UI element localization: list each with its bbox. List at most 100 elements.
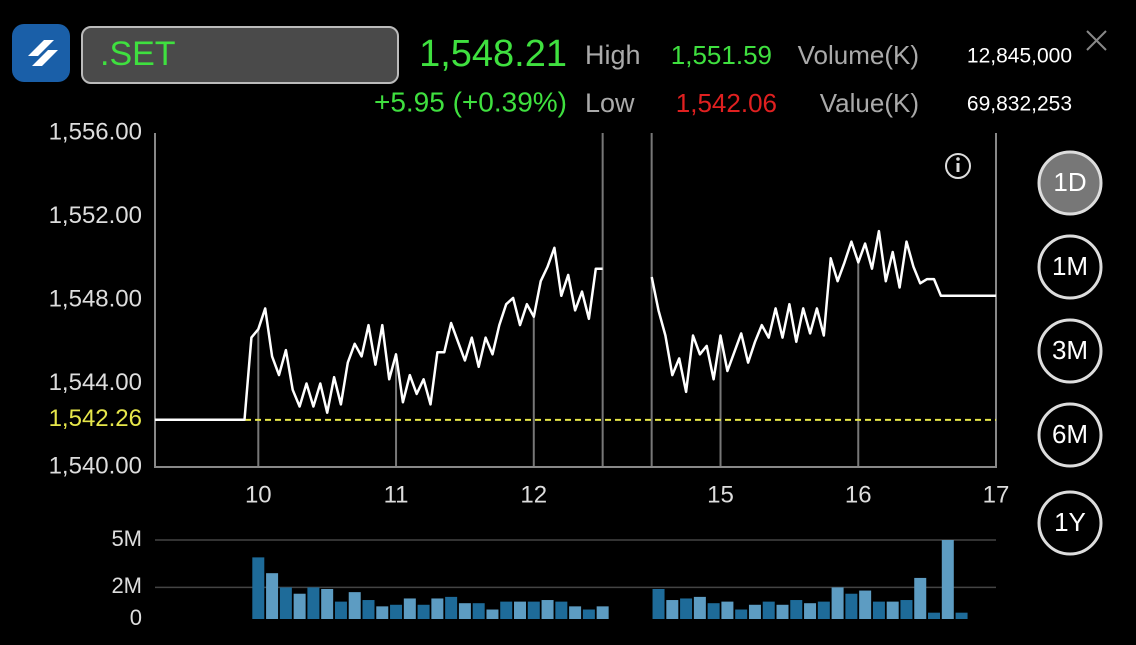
value-value: 69,832,253 [967,93,1072,116]
axis-frame [154,133,997,468]
volume-bar [431,598,444,619]
period-buttons: 1D 1M 3M 6M 1Y [1037,150,1103,556]
period-circle [1037,150,1103,216]
period-button[interactable]: 1M [1037,234,1103,300]
volume-bar [266,573,279,619]
volume-bar [666,600,679,619]
period-button[interactable]: 1D [1037,150,1103,216]
x-tick-label: 17 [983,481,1010,508]
period-circle [1037,318,1103,384]
volume-bar [845,593,858,619]
info-dot [956,157,960,161]
x-tick-label: 15 [707,481,734,508]
volume-tick-label: 5M [111,526,142,551]
volume-bar [707,603,720,619]
volume-bar [859,590,872,619]
logo-mark [28,40,58,66]
volume-bar [390,604,403,619]
volume-bar [886,601,899,619]
volume-tick-label: 2M [111,573,142,598]
period-label: 1D [1053,167,1086,197]
high-label: High [585,40,641,70]
volume-bar [514,601,527,619]
period-button[interactable]: 1Y [1037,490,1103,556]
volume-bar [334,601,347,619]
volume-bar [458,603,471,619]
volume-bar [417,604,430,619]
volume-tick-label: 0 [130,605,142,630]
volume-bar [569,606,582,619]
price-line [155,229,996,422]
volume-bar [721,601,734,619]
volume-bar [831,587,844,619]
x-tick-label: 10 [245,481,272,508]
volume-bar [762,601,775,619]
volume-bar [321,588,334,619]
volume-bar [486,609,499,619]
period-button[interactable]: 3M [1037,318,1103,384]
volume-bar [928,612,941,619]
x-tick-label: 12 [520,481,547,508]
close-button[interactable] [1086,30,1107,51]
volume-bar [900,600,913,619]
volume-bar [955,612,968,619]
volume-bar [596,606,609,619]
info-stem [956,163,960,172]
volume-bar [872,601,885,619]
volume-bar [472,603,485,619]
symbol: .SET [100,35,176,73]
volume-bar [279,587,292,619]
period-circle [1037,234,1103,300]
volume-bar [680,598,693,619]
volume-bar [776,604,789,619]
volume-bar [582,609,595,619]
last-price: 1,548.21 [419,33,567,75]
volume-bar [541,600,554,619]
info-circle [945,153,971,179]
y-tick-label: 1,540.00 [49,452,142,479]
volume-bar [652,588,665,619]
volume-bar [307,587,320,619]
search-box[interactable] [81,26,399,84]
period-label: 1Y [1054,507,1086,537]
y-tick-label: 1,548.00 [49,285,142,312]
period-label: 3M [1052,335,1088,365]
volume-bar [293,593,306,619]
volume-bar [348,592,361,619]
volume-bar [941,540,954,619]
volume-bar [403,598,416,619]
price-change: +5.95 (+0.39%) [374,86,567,117]
low-label: Low [585,88,635,118]
period-label: 1M [1052,251,1088,281]
period-label: 6M [1052,419,1088,449]
low-value: 1,542.06 [676,88,777,118]
volume-bar [500,601,513,619]
period-circle [1037,402,1103,468]
volume-bar [445,596,458,619]
period-button[interactable]: 6M [1037,402,1103,468]
volume-bar [817,601,830,619]
y-tick-label: 1,552.00 [49,202,142,229]
value-label: Value(K) [820,88,919,118]
volume-bar [527,601,540,619]
info-button[interactable] [945,153,971,179]
volume-bar [376,606,389,619]
high-value: 1,551.59 [671,40,772,70]
y-tick-label: 1,556.00 [49,118,142,145]
volume-bar [362,600,375,619]
x-tick-label: 16 [845,481,872,508]
volume-bar [252,557,265,619]
volume-bar [693,596,706,619]
period-circle [1037,490,1103,556]
volume-bar [790,600,803,619]
volume-label: Volume(K) [798,40,919,70]
volume-value: 12,845,000 [967,45,1072,68]
volume-bar [748,604,761,619]
volume-bar [735,609,748,619]
app-logo[interactable] [12,24,70,82]
x-tick-label: 11 [384,481,409,508]
volume-bar [914,577,927,619]
reference-label: 1,542.26 [49,405,142,432]
